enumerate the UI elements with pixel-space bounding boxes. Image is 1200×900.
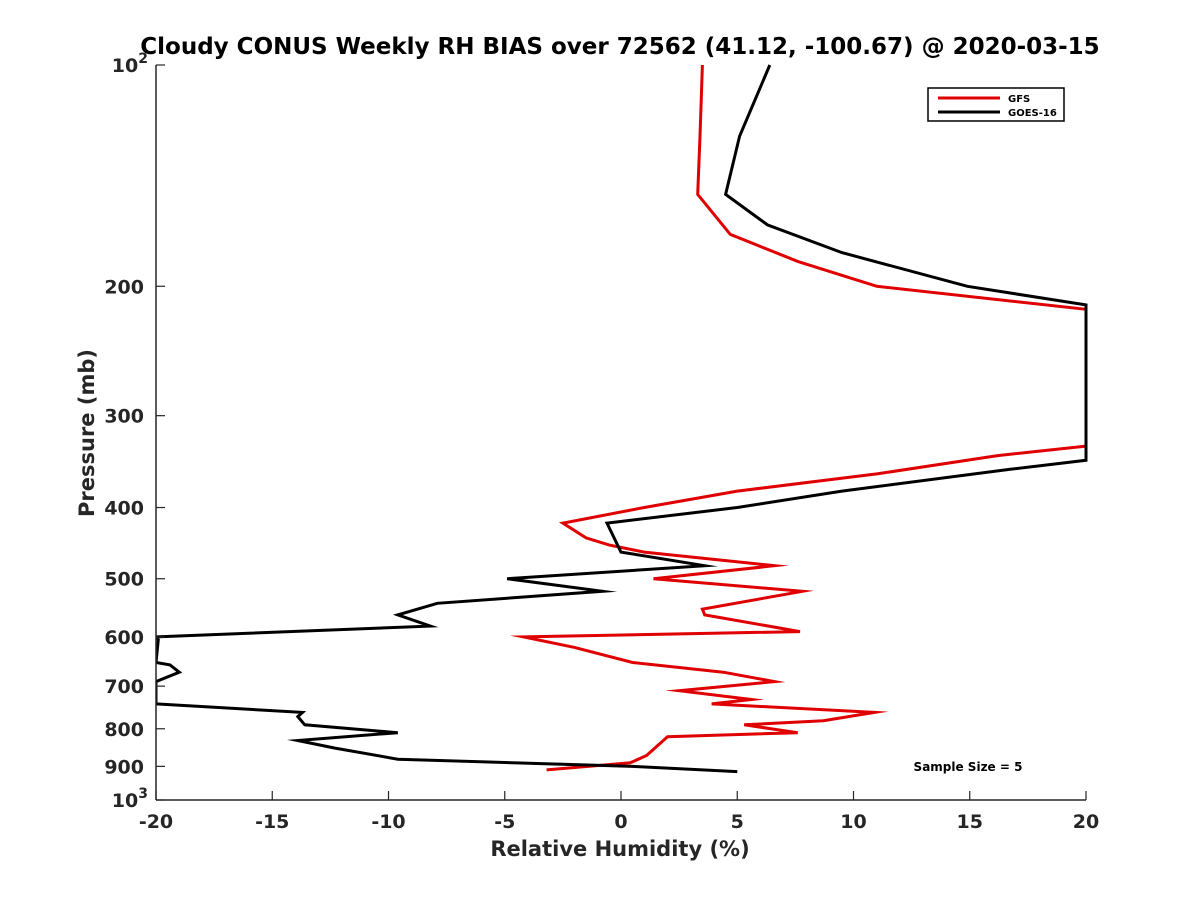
y-tick-label: 800 — [104, 719, 144, 741]
y-axis-label: Pressure (mb) — [75, 349, 99, 517]
y-tick-label: 300 — [104, 406, 144, 428]
legend-box — [927, 87, 1065, 122]
chart-title: Cloudy CONUS Weekly RH BIAS over 72562 (… — [140, 34, 1099, 60]
y-tick-label: 700 — [104, 676, 144, 698]
legend-label-gfs: GFS — [1008, 94, 1030, 105]
y-tick-label: 900 — [104, 756, 144, 778]
y-axis-ticks: 102 200 300 400 500 600 700 800 900 103 — [104, 51, 165, 812]
x-tick-label: 0 — [614, 811, 627, 833]
plot-lines — [156, 64, 1088, 774]
x-tick-label: -15 — [255, 811, 289, 833]
sample-size-annotation: Sample Size = 5 — [914, 760, 1023, 774]
y-tick-label: 200 — [104, 276, 144, 298]
x-axis-label: Relative Humidity (%) — [490, 837, 749, 861]
y-tick-label: 400 — [104, 498, 144, 520]
x-tick-label: -20 — [139, 811, 173, 833]
series-line-goes-16 — [156, 64, 1088, 774]
x-axis-ticks: -20 -15 -10 -5 0 5 10 15 20 — [139, 791, 1099, 833]
x-tick-label: -10 — [371, 811, 405, 833]
y-tick-label: 600 — [104, 627, 144, 649]
y-tick-label: 103 — [112, 786, 148, 812]
legend-label-goes-16: GOES-16 — [1008, 108, 1057, 119]
x-tick-label: -5 — [494, 811, 515, 833]
x-tick-label: 20 — [1073, 811, 1099, 833]
legend: GFS GOES-16 — [927, 87, 1065, 122]
y-tick-label: 102 — [112, 51, 148, 77]
x-tick-label: 5 — [731, 811, 744, 833]
x-tick-label: 15 — [957, 811, 983, 833]
y-tick-label: 500 — [104, 569, 144, 591]
x-tick-label: 10 — [840, 811, 866, 833]
